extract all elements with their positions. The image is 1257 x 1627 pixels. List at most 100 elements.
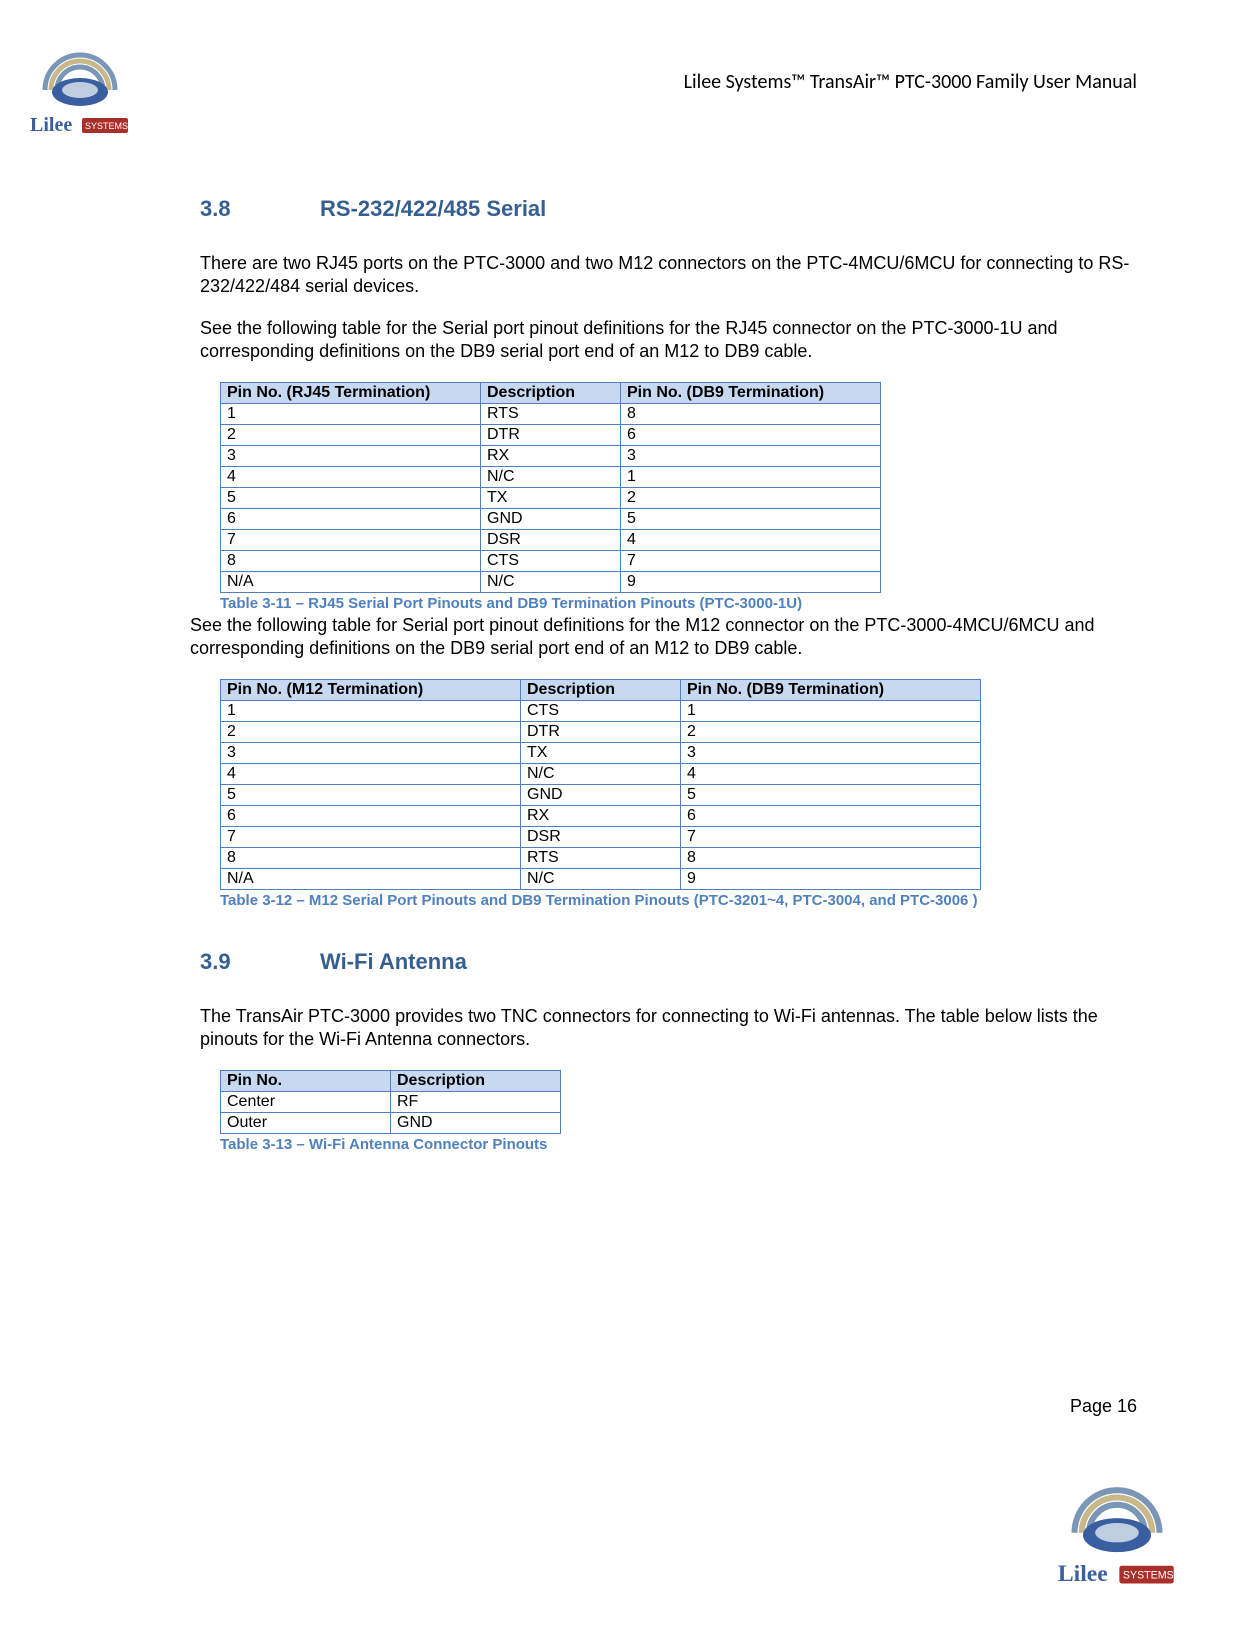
header-logo: Lilee SYSTEMS	[30, 40, 130, 136]
table-cell: 2	[221, 722, 521, 743]
page: Lilee SYSTEMS Lilee Systems™ TransAir™ P…	[0, 0, 1257, 1627]
header-title: Lilee Systems™ TransAir™ PTC-3000 Family…	[130, 40, 1137, 94]
table-cell: GND	[481, 509, 621, 530]
lilee-logo-icon	[1062, 1472, 1172, 1557]
table-cell: RX	[521, 806, 681, 827]
table-row: 7DSR7	[221, 827, 981, 848]
table-cell: 4	[621, 530, 881, 551]
table-3-13-caption: Table 3-13 – Wi-Fi Antenna Connector Pin…	[220, 1136, 1137, 1153]
table-cell: 4	[681, 764, 981, 785]
table-header-cell: Pin No. (DB9 Termination)	[621, 383, 881, 404]
table-row: 3RX3	[221, 446, 881, 467]
table-cell: 9	[681, 869, 981, 890]
table-row: 4N/C4	[221, 764, 981, 785]
table-cell: 8	[221, 848, 521, 869]
section-3-9-para-1: The TransAir PTC-3000 provides two TNC c…	[200, 1005, 1137, 1050]
svg-text:SYSTEMS: SYSTEMS	[1123, 1570, 1174, 1582]
table-cell: Center	[221, 1092, 391, 1113]
table-cell: 4	[221, 764, 521, 785]
table-row: 6RX6	[221, 806, 981, 827]
table-row: 5GND5	[221, 785, 981, 806]
table-cell: RTS	[481, 404, 621, 425]
table-row: 8RTS8	[221, 848, 981, 869]
table-row: 4N/C1	[221, 467, 881, 488]
footer-logo: Lilee SYSTEMS	[1057, 1472, 1177, 1587]
table-cell: TX	[481, 488, 621, 509]
table-cell: N/C	[481, 467, 621, 488]
table-cell: 5	[621, 509, 881, 530]
section-3-8-para-3: See the following table for Serial port …	[190, 614, 1137, 659]
table-cell: 3	[681, 743, 981, 764]
table-cell: 6	[681, 806, 981, 827]
table-header-cell: Pin No. (M12 Termination)	[221, 680, 521, 701]
table-3-11: Pin No. (RJ45 Termination) Description P…	[220, 382, 881, 593]
table-cell: 3	[221, 743, 521, 764]
table-row: 3TX3	[221, 743, 981, 764]
table-row: 1CTS1	[221, 701, 981, 722]
table-cell: 2	[621, 488, 881, 509]
lilee-logo-icon	[35, 40, 125, 110]
section-3-9-number: 3.9	[200, 949, 320, 975]
table-cell: N/C	[481, 572, 621, 593]
table-cell: 8	[681, 848, 981, 869]
page-header: Lilee SYSTEMS Lilee Systems™ TransAir™ P…	[190, 40, 1137, 136]
table-cell: 6	[221, 509, 481, 530]
table-cell: N/A	[221, 869, 521, 890]
section-3-9-heading: 3.9Wi-Fi Antenna	[200, 949, 1137, 975]
table-3-13: Pin No. Description CenterRF OuterGND	[220, 1070, 561, 1134]
table-cell: GND	[391, 1113, 561, 1134]
section-3-8-para-1: There are two RJ45 ports on the PTC-3000…	[200, 252, 1137, 297]
table-cell: 3	[221, 446, 481, 467]
table-row: 2DTR6	[221, 425, 881, 446]
table-cell: 7	[221, 530, 481, 551]
table-cell: 5	[681, 785, 981, 806]
table-row: 1RTS8	[221, 404, 881, 425]
table-cell: 2	[221, 425, 481, 446]
table-row: 6GND5	[221, 509, 881, 530]
table-cell: 5	[221, 785, 521, 806]
table-row: OuterGND	[221, 1113, 561, 1134]
table-cell: DSR	[521, 827, 681, 848]
table-cell: RF	[391, 1092, 561, 1113]
table-header-cell: Pin No.	[221, 1071, 391, 1092]
page-number: Page 16	[1070, 1396, 1137, 1417]
table-3-11-caption: Table 3-11 – RJ45 Serial Port Pinouts an…	[220, 595, 1137, 612]
table-cell: 1	[221, 404, 481, 425]
table-cell: 6	[621, 425, 881, 446]
table-cell: 4	[221, 467, 481, 488]
table-cell: RTS	[521, 848, 681, 869]
section-3-9-title: Wi-Fi Antenna	[320, 949, 467, 974]
svg-text:Lilee: Lilee	[1058, 1561, 1108, 1587]
table-cell: 5	[221, 488, 481, 509]
table-cell: 6	[221, 806, 521, 827]
table-cell: 8	[221, 551, 481, 572]
table-cell: DTR	[481, 425, 621, 446]
table-cell: N/C	[521, 764, 681, 785]
table-cell: 2	[681, 722, 981, 743]
table-cell: DSR	[481, 530, 621, 551]
table-header-cell: Pin No. (RJ45 Termination)	[221, 383, 481, 404]
table-header-cell: Description	[521, 680, 681, 701]
table-3-12: Pin No. (M12 Termination) Description Pi…	[220, 679, 981, 890]
table-row: 2DTR2	[221, 722, 981, 743]
table-cell: CTS	[521, 701, 681, 722]
section-3-8-para-2: See the following table for the Serial p…	[200, 317, 1137, 362]
svg-text:SYSTEMS: SYSTEMS	[85, 121, 128, 131]
table-cell: GND	[521, 785, 681, 806]
table-cell: N/A	[221, 572, 481, 593]
table-cell: 7	[621, 551, 881, 572]
table-row: CenterRF	[221, 1092, 561, 1113]
table-cell: 1	[681, 701, 981, 722]
table-header-cell: Pin No. (DB9 Termination)	[681, 680, 981, 701]
section-3-8-title: RS-232/422/485 Serial	[320, 196, 546, 221]
footer-logo-stack: Lilee SYSTEMS	[1057, 1472, 1177, 1587]
svg-text:Lilee: Lilee	[30, 114, 72, 136]
table-cell: 1	[621, 467, 881, 488]
table-cell: TX	[521, 743, 681, 764]
lilee-logo-text-icon: Lilee SYSTEMS	[1057, 1561, 1177, 1587]
section-3-8-heading: 3.8RS-232/422/485 Serial	[200, 196, 1137, 222]
table-header-cell: Description	[391, 1071, 561, 1092]
table-cell: 3	[621, 446, 881, 467]
table-cell: 8	[621, 404, 881, 425]
table-row: N/AN/C9	[221, 869, 981, 890]
